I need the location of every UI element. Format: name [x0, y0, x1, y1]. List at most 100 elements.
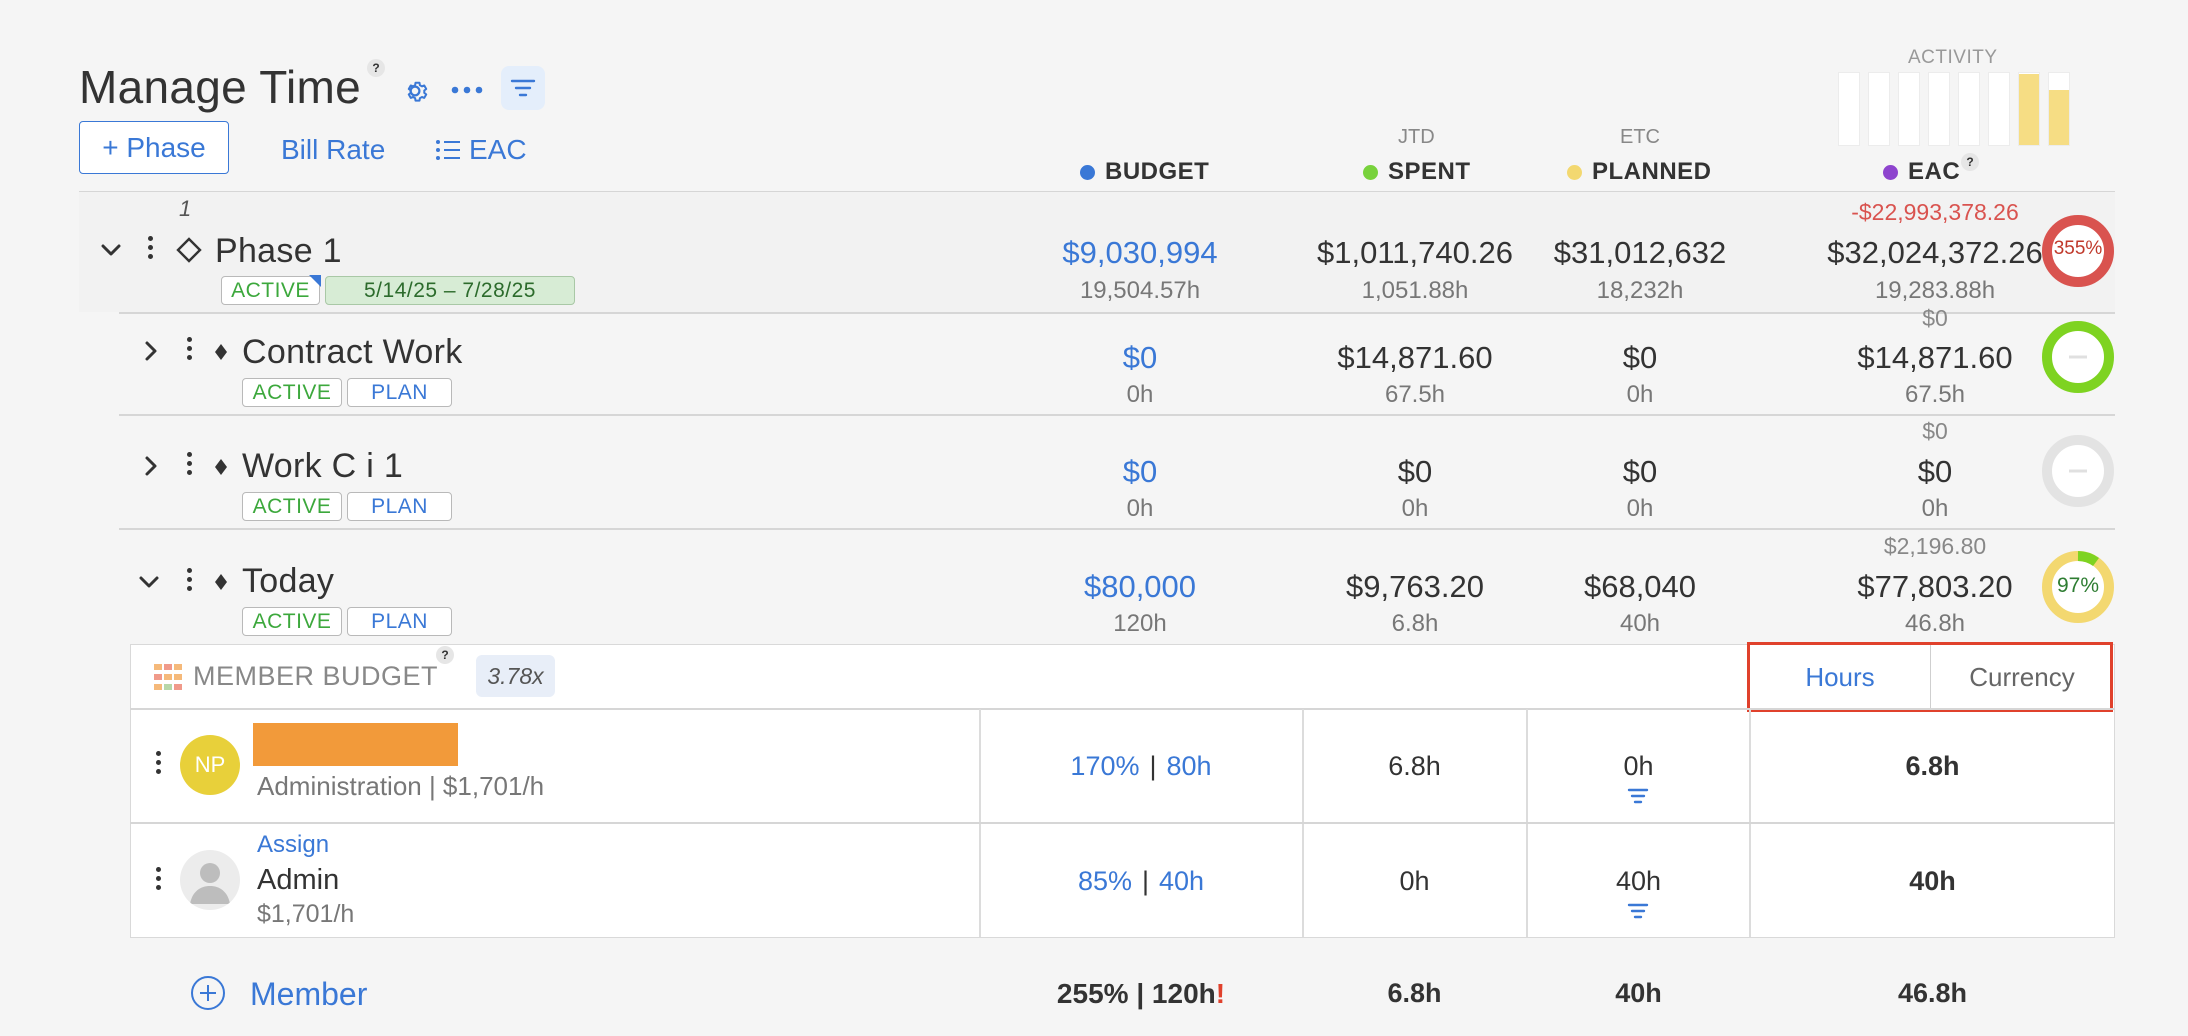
progress-ring[interactable] — [2041, 320, 2115, 394]
phase-eac: $32,024,372.26 — [1827, 235, 2043, 270]
activity-chart[interactable] — [1838, 72, 2070, 146]
phase-eac-difference: -$22,993,378.26 — [1851, 199, 2019, 225]
over-budget-warning-icon: ! — [1215, 978, 1226, 1009]
budget-dot — [1080, 164, 1095, 180]
phase-planned-hours: 18,232h — [1596, 277, 1684, 304]
member-budget-panel — [130, 644, 2115, 938]
plan-badge[interactable]: PLAN — [347, 492, 452, 521]
member-role-rate: Administration | $1,701/h — [257, 771, 545, 801]
add-member-button[interactable]: Member — [250, 976, 368, 1012]
phase-index: 1 — [179, 196, 192, 221]
status-badge[interactable]: ACTIVE — [242, 607, 342, 636]
work-category-name[interactable]: Today — [242, 562, 335, 600]
member-name-redacted[interactable] — [253, 723, 458, 766]
more-options-icon[interactable] — [449, 78, 485, 102]
expand-chevron-icon[interactable] — [138, 338, 164, 369]
help-icon[interactable]: ? — [367, 59, 385, 77]
member-budget-allocation[interactable]: 85% | 40h — [980, 866, 1302, 897]
phase-progress-label: 355% — [2053, 238, 2103, 259]
row-menu-icon[interactable] — [187, 452, 192, 475]
member-avatar-placeholder-icon[interactable] — [180, 850, 240, 910]
eac-column-header[interactable]: EAC — [1883, 158, 1960, 186]
plan-badge[interactable]: PLAN — [347, 607, 452, 636]
progress-ring[interactable] — [2041, 434, 2115, 508]
eac-help-icon[interactable]: ? — [1961, 153, 1979, 171]
activity-bar — [1868, 72, 1890, 146]
planned-hours: 0h — [1626, 381, 1654, 408]
member-budget-allocation[interactable]: 170% | 80h — [980, 751, 1302, 782]
collapse-chevron-icon[interactable] — [135, 568, 163, 601]
eac-value: $77,803.20 — [1857, 569, 2013, 604]
row-menu-icon[interactable] — [187, 337, 192, 360]
spent-hours: 6.8h — [1391, 610, 1439, 637]
budget-value: $0 — [1122, 454, 1158, 489]
phase-date-range[interactable]: 5/14/25 – 7/28/25 — [325, 276, 575, 305]
work-category-name[interactable]: Work C i 1 — [242, 447, 404, 485]
panel-divider — [130, 708, 2115, 710]
member-avatar[interactable]: NP — [180, 735, 240, 795]
eac-value: $14,871.60 — [1857, 340, 2013, 375]
assign-link[interactable]: Assign — [257, 831, 330, 858]
phase-menu-icon[interactable] — [148, 236, 153, 259]
phase-name[interactable]: Phase 1 — [215, 232, 342, 270]
planned-value: $0 — [1622, 454, 1658, 489]
status-corner-icon — [309, 275, 321, 287]
activity-bar-fill — [2019, 74, 2039, 145]
progress-ring[interactable]: 97% — [2041, 550, 2115, 624]
add-member-plus-icon[interactable] — [190, 975, 226, 1016]
activity-bar — [1898, 72, 1920, 146]
currency-toggle-button[interactable]: Currency — [1969, 661, 2075, 692]
planner-stack-icon[interactable] — [1627, 902, 1649, 927]
add-phase-button[interactable]: + Phase — [79, 121, 229, 174]
eac-dot — [1883, 164, 1898, 180]
planned-hours: 0h — [1626, 495, 1654, 522]
phase-planned: $31,012,632 — [1553, 235, 1727, 270]
member-spent: 6.8h — [1388, 751, 1441, 781]
bill-rate-link[interactable]: Bill Rate — [281, 134, 386, 165]
hours-toggle-button[interactable]: Hours — [1750, 645, 1931, 709]
eac-difference: $0 — [1922, 418, 1948, 444]
eac-hours: 46.8h — [1904, 610, 1966, 637]
phase-budget-hours: 19,504.57h — [1079, 277, 1201, 304]
member-budget-help-icon[interactable]: ? — [436, 646, 454, 664]
member-pct: 170% — [1070, 751, 1140, 781]
multiplier-badge[interactable]: 3.78x — [476, 655, 555, 697]
activity-bar — [2018, 72, 2040, 146]
eac-link[interactable]: EAC — [435, 134, 527, 166]
status-badge[interactable]: ACTIVE — [242, 378, 342, 407]
spent-dot — [1363, 164, 1378, 180]
settings-gear-icon[interactable] — [400, 76, 430, 106]
eac-link-label: EAC — [469, 134, 527, 165]
row-menu-icon[interactable] — [187, 568, 192, 591]
member-planned: 0h — [1623, 751, 1654, 781]
planner-stack-icon[interactable] — [1627, 787, 1649, 812]
budget-hours: 0h — [1126, 495, 1154, 522]
work-category-name[interactable]: Contract Work — [242, 333, 463, 371]
phase-budget: $9,030,994 — [1062, 235, 1218, 270]
filter-icon[interactable] — [501, 66, 545, 110]
budget-hours: 0h — [1126, 381, 1154, 408]
diamond-icon — [213, 573, 229, 596]
diamond-icon — [213, 458, 229, 481]
spent-column-header[interactable]: SPENT — [1363, 158, 1471, 186]
separator: | — [1149, 751, 1157, 781]
planned-column-header[interactable]: PLANNED — [1567, 158, 1712, 186]
member-menu-icon[interactable] — [156, 751, 161, 774]
eac-header-label: EAC — [1908, 158, 1961, 185]
status-badge[interactable]: ACTIVE — [242, 492, 342, 521]
activity-bar — [1958, 72, 1980, 146]
total-allocation: 255% | 120h! — [980, 978, 1302, 1010]
phase-status-badge[interactable]: ACTIVE — [221, 275, 321, 305]
activity-bar-fill — [2049, 90, 2069, 145]
planned-header-label: PLANNED — [1592, 158, 1712, 185]
budget-column-header[interactable]: BUDGET — [1080, 158, 1209, 186]
total-planned: 40h — [1615, 978, 1662, 1008]
phase-progress-ring[interactable]: 355% — [2041, 214, 2115, 288]
collapse-chevron-icon[interactable] — [97, 236, 125, 269]
plan-badge[interactable]: PLAN — [347, 378, 452, 407]
diamond-icon — [213, 343, 229, 366]
member-name[interactable]: Admin — [257, 864, 340, 896]
separator: | — [1141, 866, 1149, 896]
member-menu-icon[interactable] — [156, 867, 161, 890]
expand-chevron-icon[interactable] — [138, 453, 164, 484]
